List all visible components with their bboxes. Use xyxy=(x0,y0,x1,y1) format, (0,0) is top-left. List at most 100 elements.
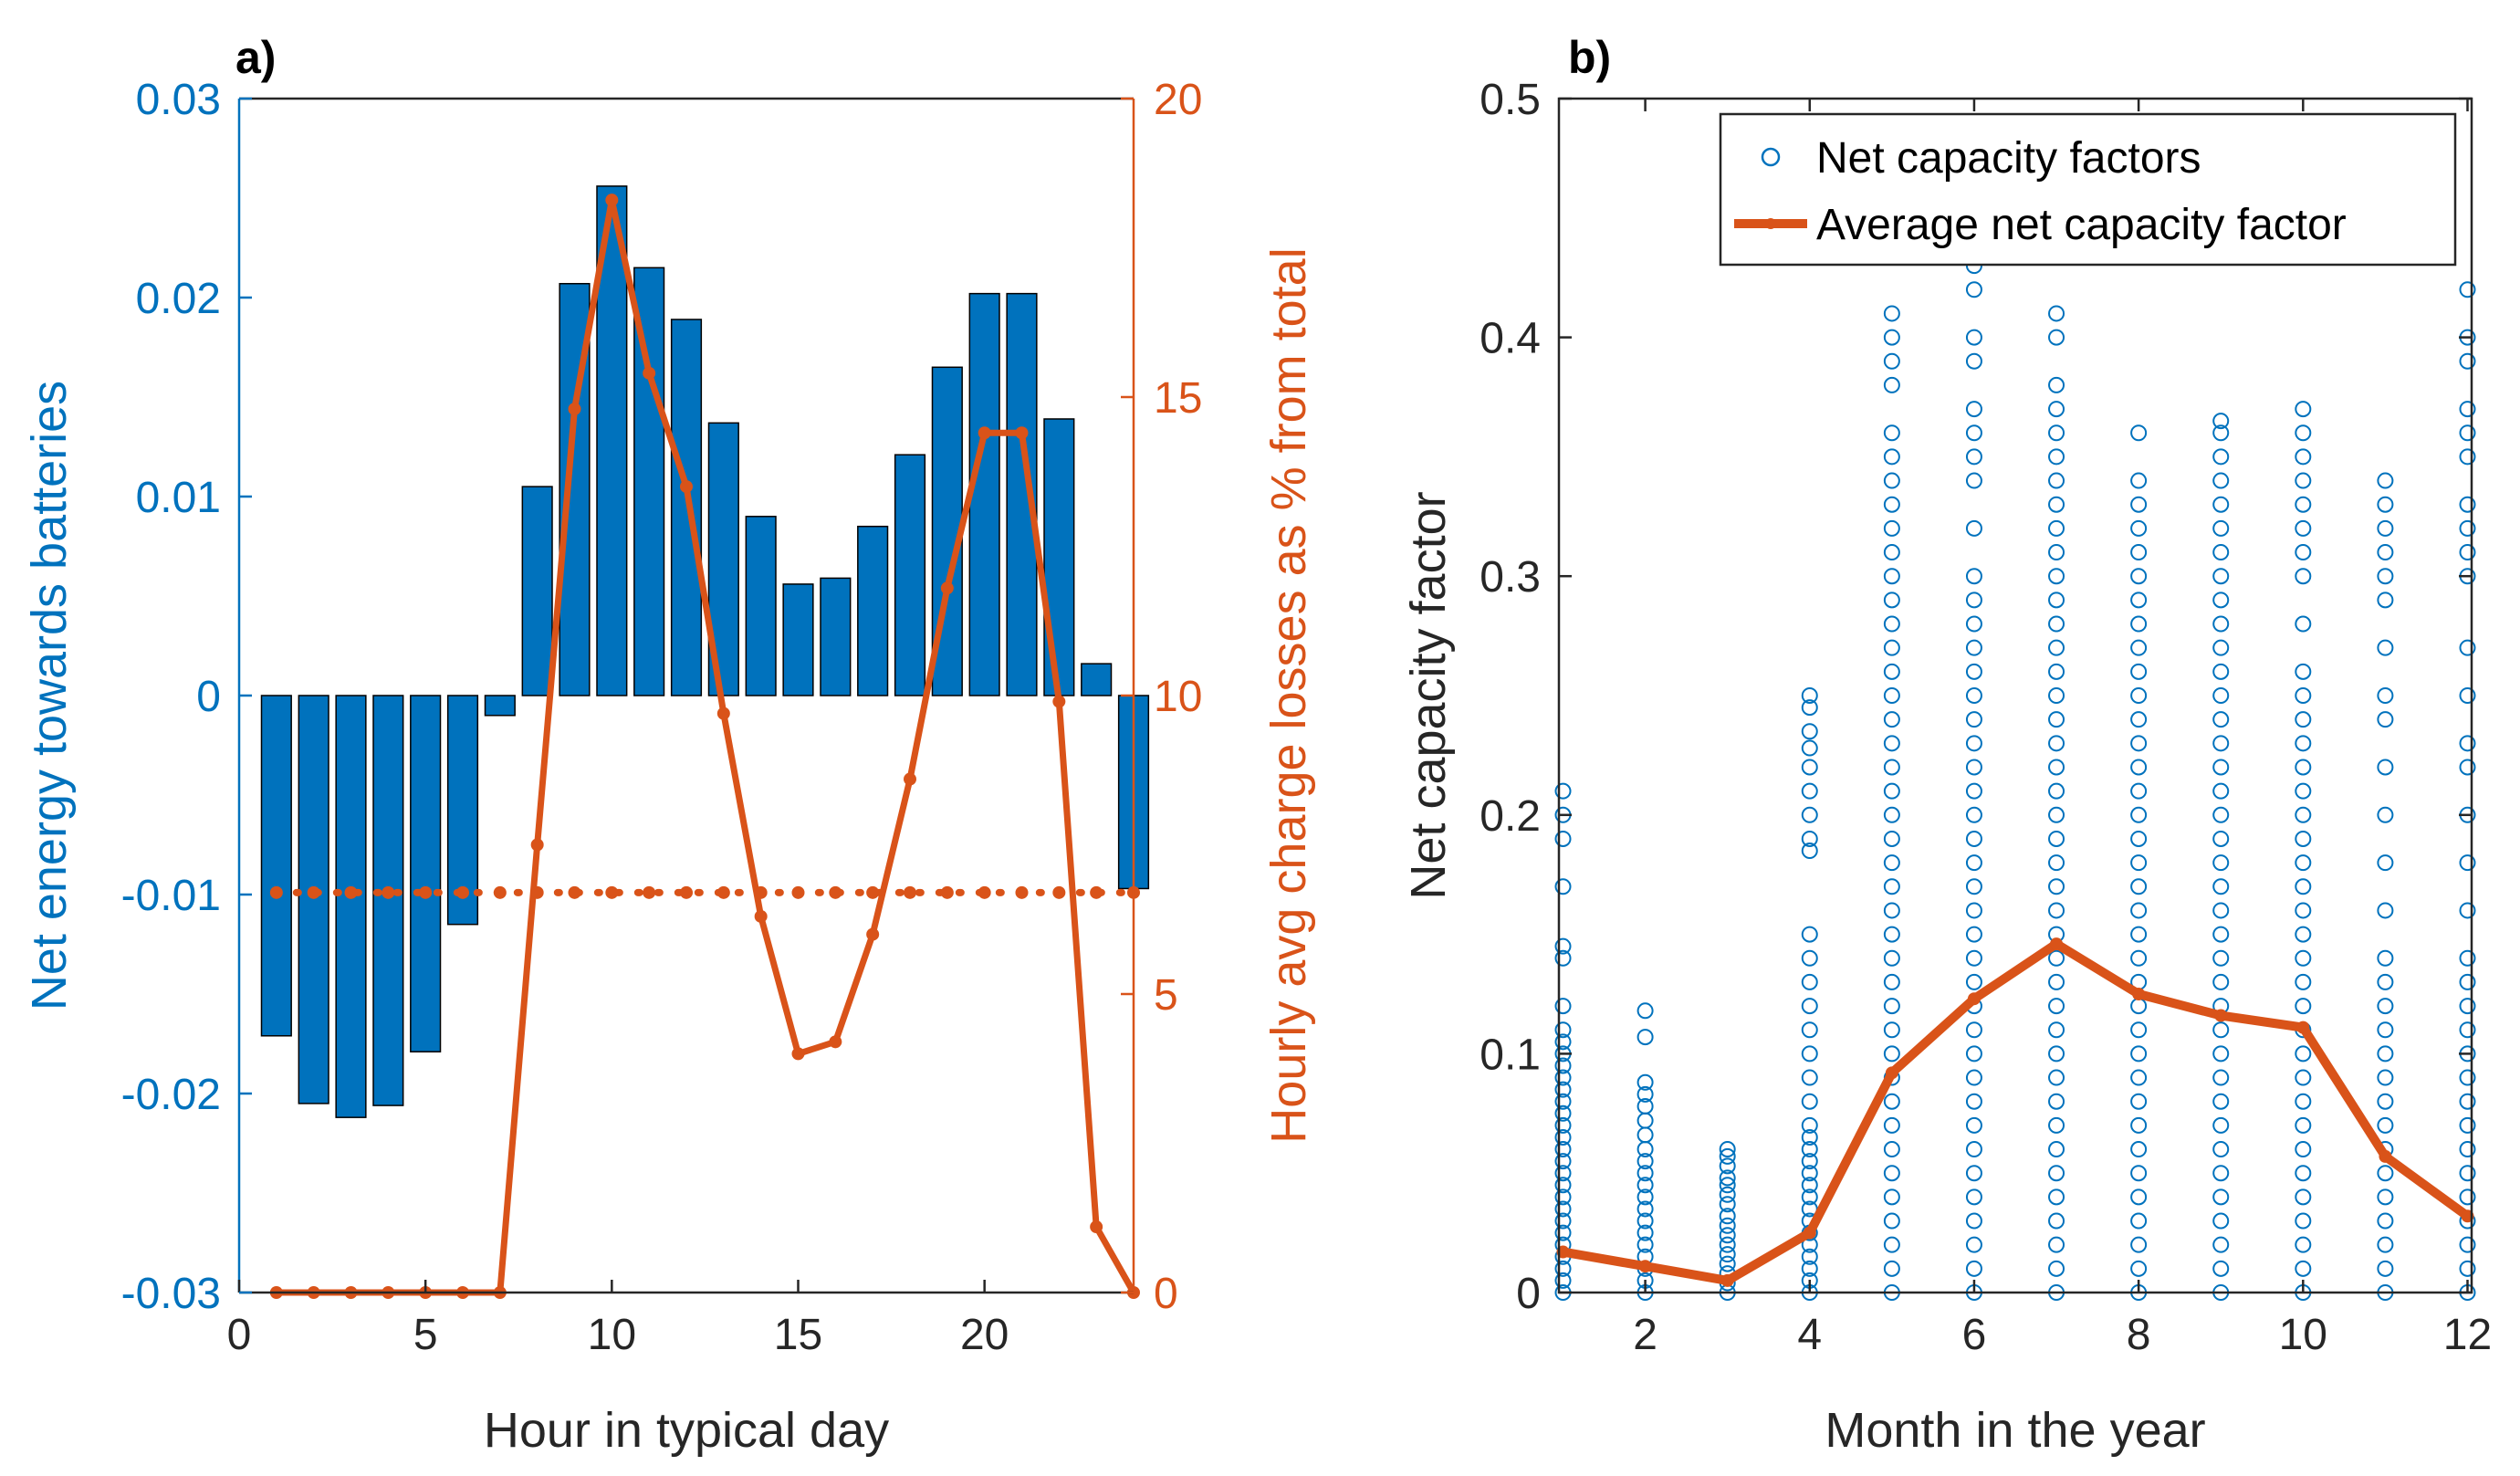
scatter-point-month-5 xyxy=(1883,782,1900,800)
scatter-point-month-10 xyxy=(2295,949,2312,967)
scatter-point-month-4 xyxy=(1801,739,1818,757)
loss-marker-solid-18 xyxy=(904,772,916,786)
scatter-point-month-10 xyxy=(2295,830,2312,847)
panel-a-ticks: 0 5 10 15 20 -0.03 -0.02 -0.01 0 0.01 0.02 0.03 0 5 10… xyxy=(121,76,1203,1359)
scatter-point-month-8 xyxy=(2130,663,2148,680)
scatter-point-month-9 xyxy=(2212,878,2230,895)
scatter-point-month-9 xyxy=(2212,735,2230,752)
scatter-point-month-12 xyxy=(2459,1165,2476,1182)
bar-hour-8 xyxy=(521,486,553,696)
loss-marker-solid-14 xyxy=(754,909,768,923)
scatter-point-month-8 xyxy=(2130,830,2148,847)
scatter-point-month-10 xyxy=(2295,1141,2312,1158)
scatter-point-month-9 xyxy=(2212,1116,2230,1134)
panel-b-ytick-label: 0.4 xyxy=(1480,315,1541,363)
scatter-point-month-9 xyxy=(2212,519,2230,537)
scatter-point-month-5 xyxy=(1883,1116,1900,1134)
loss-marker-dotted-14 xyxy=(754,885,768,899)
scatter-point-month-4 xyxy=(1801,830,1818,847)
scatter-point-month-9 xyxy=(2212,1188,2230,1206)
panel-a-ytick-label: 0.01 xyxy=(136,474,221,522)
scatter-point-month-7 xyxy=(2048,806,2065,823)
scatter-point-month-6 xyxy=(1965,329,1982,346)
panel-a-right-ytick-label: 0 xyxy=(1154,1270,1178,1318)
scatter-point-month-7 xyxy=(2048,1021,2065,1039)
loss-marker-dotted-7 xyxy=(493,885,507,899)
bar-hour-18 xyxy=(894,454,926,696)
loss-marker-solid-17 xyxy=(866,927,880,941)
loss-marker-dotted-1 xyxy=(269,885,283,899)
scatter-point-month-12 xyxy=(2459,519,2476,537)
panel-a-ytick-label: 0.02 xyxy=(136,275,221,323)
panel-a-right-axis-label: Hourly avg charge losses as % from total xyxy=(1261,247,1316,1143)
scatter-point-month-5 xyxy=(1883,496,1900,513)
scatter-point-month-11 xyxy=(2377,1021,2394,1039)
scatter-point-month-9 xyxy=(2212,615,2230,633)
scatter-point-month-11 xyxy=(2377,496,2394,513)
scatter-point-month-5 xyxy=(1883,973,1900,990)
scatter-point-month-9 xyxy=(2212,1093,2230,1110)
scatter-point-month-1 xyxy=(1554,1033,1572,1051)
scatter-point-month-8 xyxy=(2130,591,2148,609)
loss-marker-dotted-9 xyxy=(568,885,581,899)
loss-marker-solid-21 xyxy=(1015,426,1029,440)
scatter-point-month-6 xyxy=(1965,1165,1982,1182)
loss-marker-dotted-12 xyxy=(680,885,693,899)
scatter-point-month-6 xyxy=(1965,1141,1982,1158)
scatter-point-month-12 xyxy=(2459,854,2476,872)
scatter-point-month-7 xyxy=(2048,949,2065,967)
scatter-point-month-8 xyxy=(2130,926,2148,943)
scatter-point-month-6 xyxy=(1965,663,1982,680)
loss-marker-dotted-10 xyxy=(605,885,619,899)
loss-marker-solid-12 xyxy=(680,480,693,494)
panel-a-ytick-label: -0.01 xyxy=(121,872,221,920)
scatter-point-month-10 xyxy=(2295,973,2312,990)
scatter-point-month-4 xyxy=(1801,1021,1818,1039)
panel-a-xtick-label: 20 xyxy=(960,1311,1009,1359)
scatter-point-month-6 xyxy=(1965,568,1982,585)
legend-scatter-marker xyxy=(1761,147,1781,167)
scatter-point-month-8 xyxy=(2130,687,2148,704)
scatter-point-month-6 xyxy=(1965,1021,1982,1039)
scatter-point-month-12 xyxy=(2459,735,2476,752)
scatter-point-month-4 xyxy=(1801,806,1818,823)
scatter-point-month-4 xyxy=(1801,1177,1818,1194)
scatter-point-month-7 xyxy=(2048,1212,2065,1230)
scatter-point-month-10 xyxy=(2295,759,2312,776)
scatter-point-month-9 xyxy=(2212,1045,2230,1063)
scatter-point-month-1 xyxy=(1554,1153,1572,1170)
scatter-point-month-3 xyxy=(1719,1141,1736,1158)
bar-hour-22 xyxy=(1043,418,1075,696)
scatter-point-month-8 xyxy=(2130,424,2148,442)
scatter-point-month-3 xyxy=(1719,1227,1736,1244)
scatter-point-month-9 xyxy=(2212,830,2230,847)
scatter-point-month-7 xyxy=(2048,711,2065,728)
scatter-point-month-7 xyxy=(2048,496,2065,513)
scatter-point-month-9 xyxy=(2212,973,2230,990)
scatter-point-month-10 xyxy=(2295,401,2312,418)
scatter-point-month-9 xyxy=(2212,782,2230,800)
scatter-point-month-7 xyxy=(2048,1260,2065,1277)
scatter-point-month-5 xyxy=(1883,376,1900,393)
scatter-point-month-7 xyxy=(2048,1069,2065,1086)
scatter-point-month-10 xyxy=(2295,854,2312,872)
scatter-point-month-5 xyxy=(1883,663,1900,680)
scatter-point-month-11 xyxy=(2377,1116,2394,1134)
scatter-point-month-10 xyxy=(2295,735,2312,752)
scatter-point-month-12 xyxy=(2459,1260,2476,1277)
scatter-point-month-6 xyxy=(1965,878,1982,895)
scatter-point-month-8 xyxy=(2130,1116,2148,1134)
scatter-point-month-4 xyxy=(1801,998,1818,1015)
scatter-point-month-4 xyxy=(1801,1153,1818,1170)
scatter-point-month-7 xyxy=(2048,1116,2065,1134)
scatter-point-month-1 xyxy=(1554,1260,1572,1277)
scatter-point-month-11 xyxy=(2377,1165,2394,1182)
scatter-point-month-4 xyxy=(1801,699,1818,717)
scatter-point-month-11 xyxy=(2377,472,2394,489)
scatter-point-month-6 xyxy=(1965,1212,1982,1230)
scatter-point-month-10 xyxy=(2295,448,2312,466)
scatter-point-month-10 xyxy=(2295,1165,2312,1182)
scatter-point-month-12 xyxy=(2459,1069,2476,1086)
scatter-point-month-2 xyxy=(1636,1165,1654,1182)
